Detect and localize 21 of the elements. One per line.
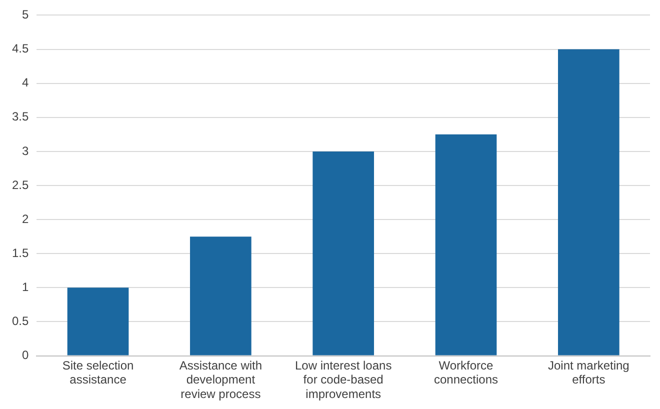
y-tick-label: 3 <box>22 144 29 158</box>
x-tick-label: Low interest loans for code-based improvements <box>294 358 392 402</box>
bar <box>558 49 620 356</box>
x-tick-label: Joint marketing efforts <box>548 358 630 387</box>
y-tick-label: 0 <box>22 348 29 362</box>
y-tick-label: 2 <box>22 212 29 226</box>
y-tick-label: 1.5 <box>12 246 29 260</box>
bar <box>435 134 497 356</box>
bar <box>312 151 374 356</box>
y-tick-label: 4 <box>22 76 29 90</box>
bar <box>67 288 129 356</box>
bar <box>190 236 252 356</box>
y-tick-label: 0.5 <box>12 314 29 328</box>
y-tick-label: 5 <box>22 8 29 22</box>
x-tick-label: Site selection assistance <box>62 358 134 387</box>
y-tick-label: 1 <box>22 280 29 294</box>
x-tick-label: Workforce connections <box>434 358 498 387</box>
y-tick-label: 2.5 <box>12 178 29 192</box>
y-tick-label: 4.5 <box>12 42 29 56</box>
x-tick-label: Assistance with development review process <box>179 358 262 402</box>
y-tick-label: 3.5 <box>12 110 29 124</box>
